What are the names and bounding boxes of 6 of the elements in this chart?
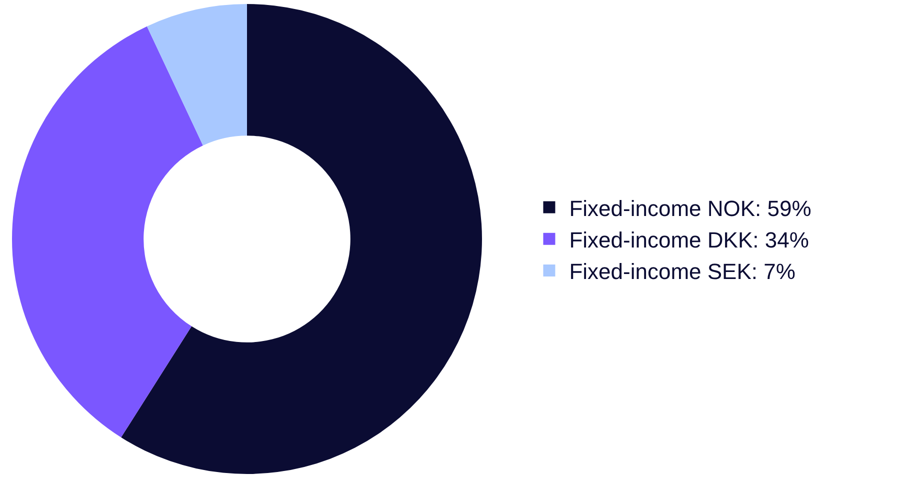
donut-slice: [12, 26, 203, 438]
legend-label: Fixed-income NOK: 59%: [569, 196, 812, 221]
donut-slice: [121, 4, 482, 474]
legend-label: Fixed-income DKK: 34%: [569, 227, 809, 252]
legend-label: Fixed-income SEK: 7%: [569, 259, 796, 284]
donut-slice: [146, 4, 247, 146]
